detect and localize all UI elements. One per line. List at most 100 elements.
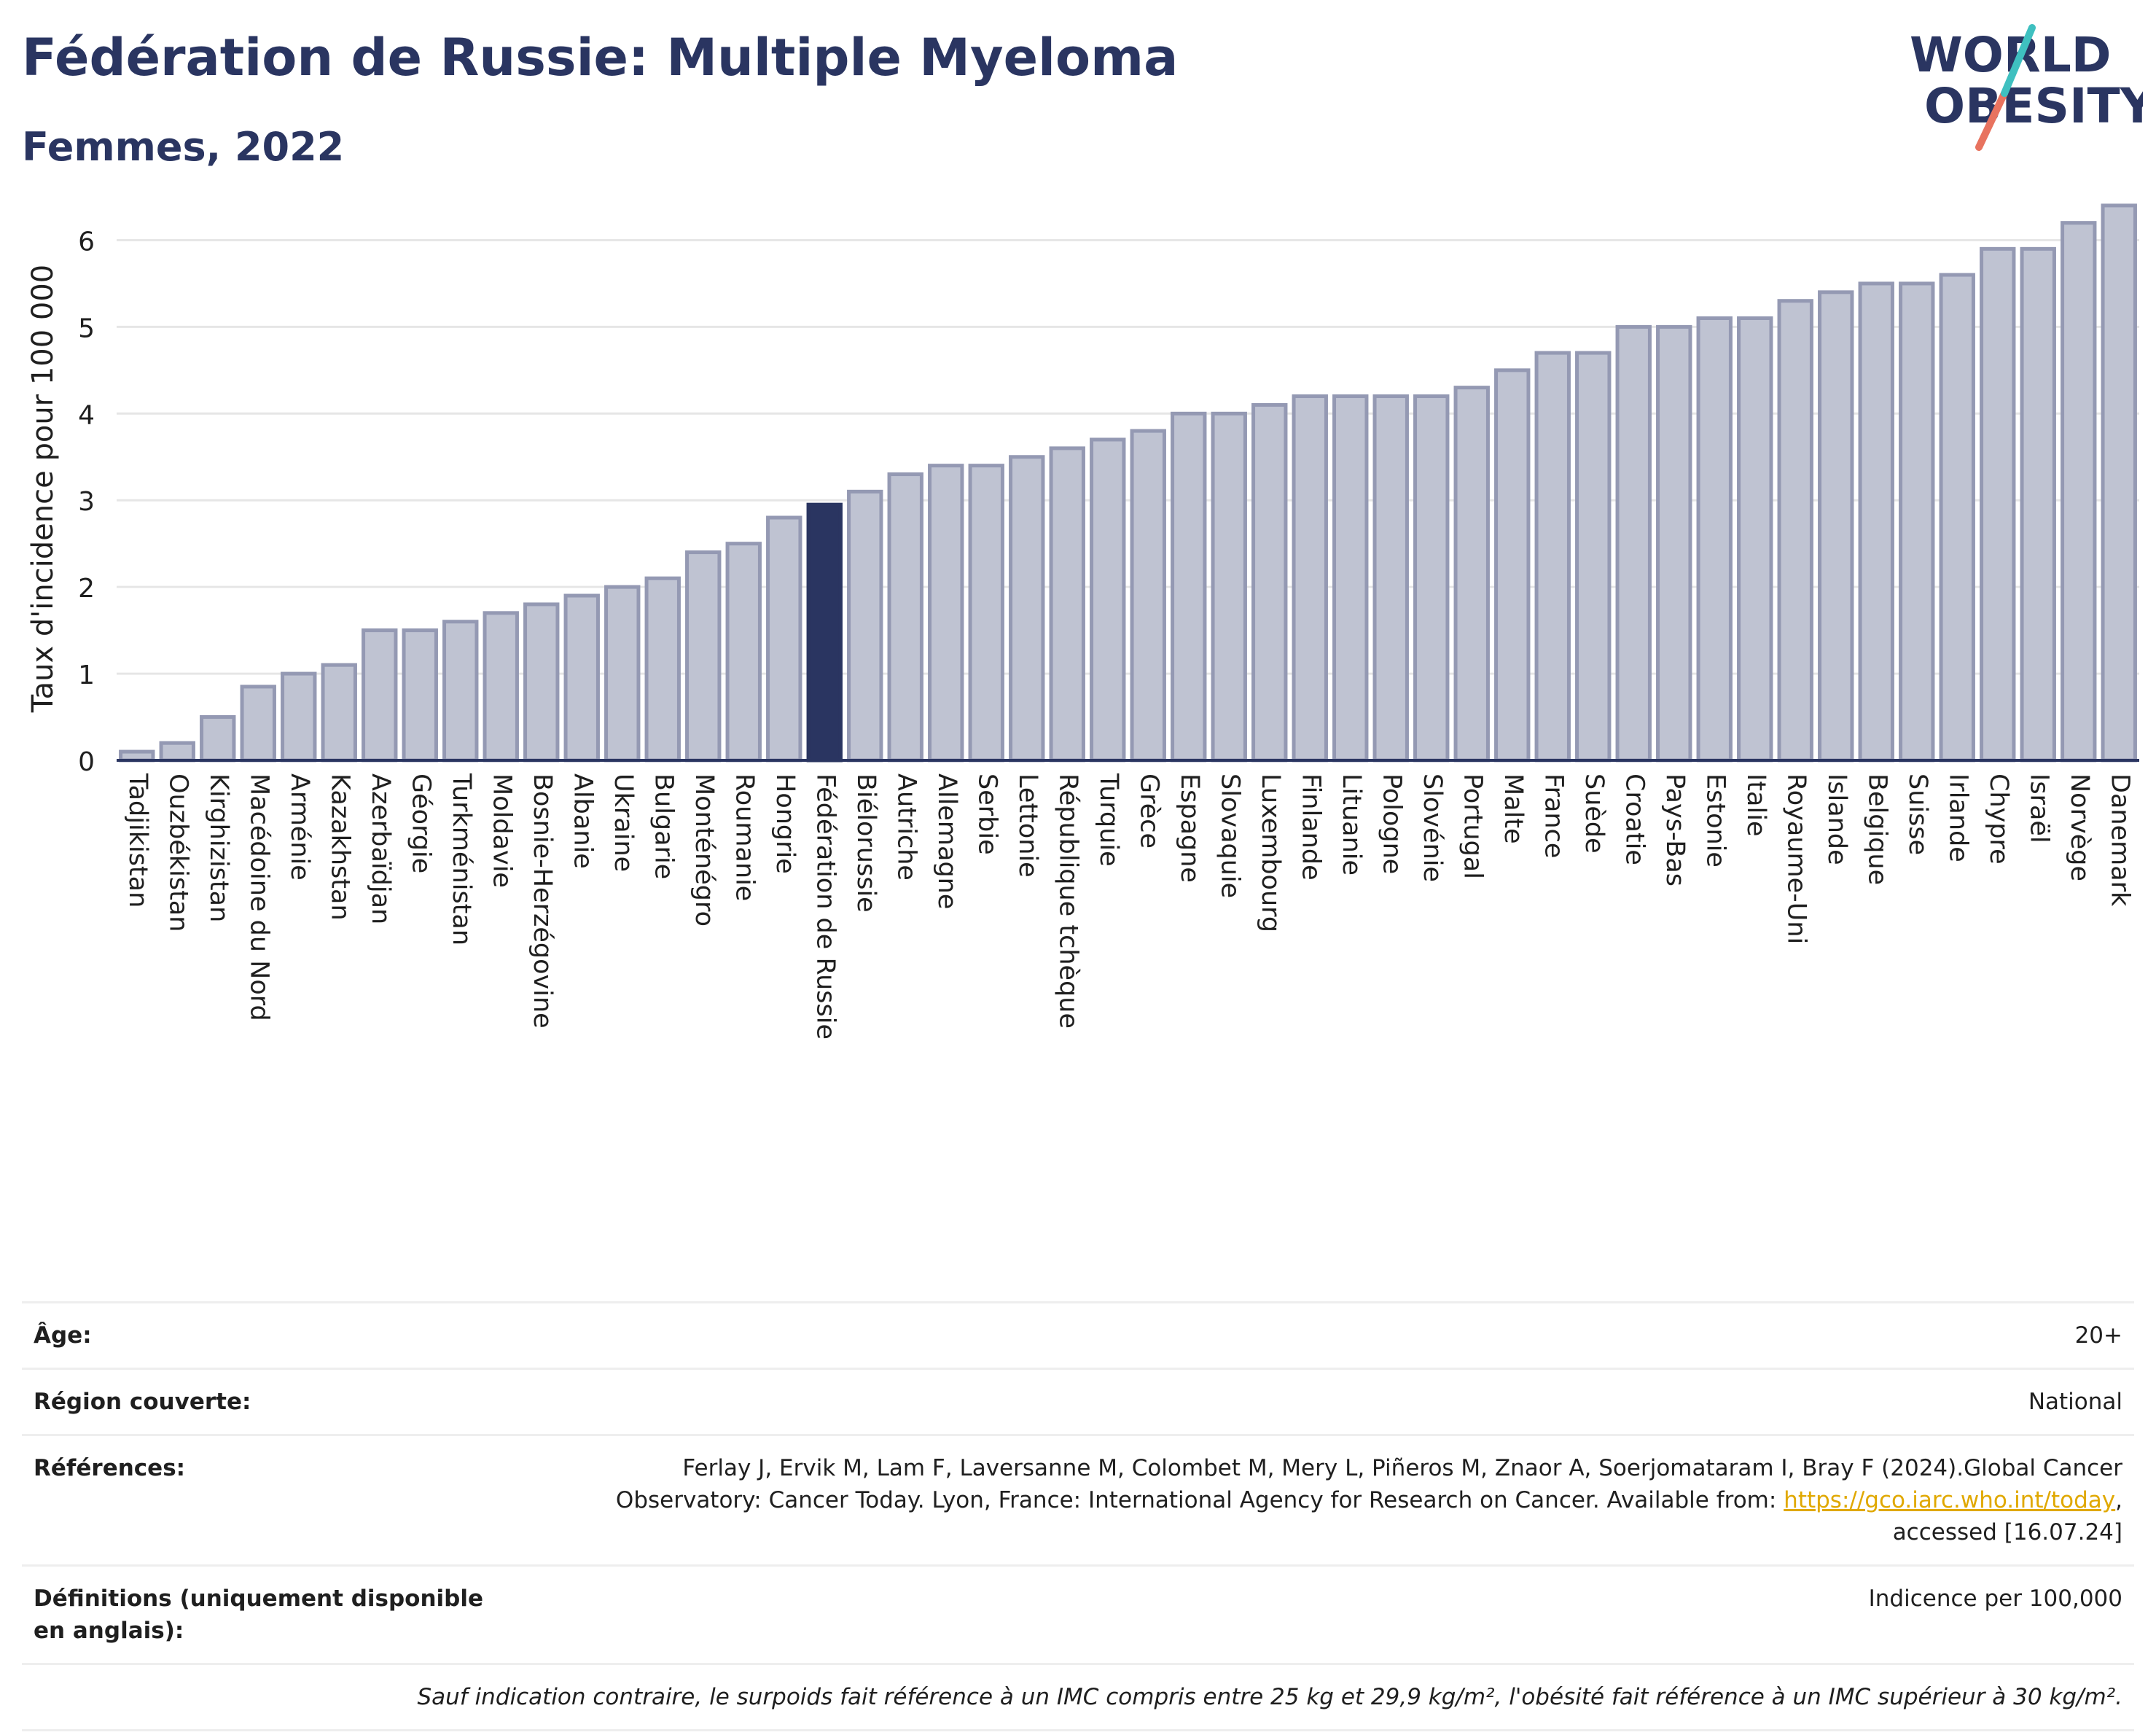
x-tick-label: Bulgarie [649, 773, 678, 879]
x-tick-label: Lituanie [1337, 773, 1366, 876]
x-tick-label: Monténégro [690, 773, 719, 927]
bar [1049, 446, 1085, 763]
y-tick-label: 1 [78, 660, 95, 690]
bar [2061, 221, 2097, 763]
bar [1130, 429, 1166, 763]
bar [644, 576, 681, 763]
x-tick-label: Kirghizistan [204, 773, 233, 922]
info-table: Âge: 20+ Région couverte: National Référ… [22, 1301, 2134, 1731]
x-tick-label: Albanie [568, 773, 597, 869]
bar [1899, 281, 1935, 763]
bar [1818, 290, 1854, 763]
bar [1332, 394, 1369, 763]
x-tick-label: Ukraine [609, 773, 638, 872]
bar [563, 593, 600, 763]
x-tick-label: Pologne [1377, 773, 1406, 874]
definitions-row: Définitions (uniquement disponible en an… [22, 1564, 2134, 1663]
bar [1372, 394, 1409, 763]
bar [321, 663, 357, 763]
x-tick-label: Autriche [891, 773, 921, 881]
x-tick-label: Pays-Bas [1660, 773, 1690, 886]
definitions-label: Définitions (uniquement disponible en an… [34, 1586, 484, 1644]
x-tick-label: Turkménistan [447, 773, 476, 946]
region-row: Région couverte: National [22, 1368, 2134, 1434]
bar [887, 472, 923, 763]
bar [1494, 368, 1531, 763]
age-row: Âge: 20+ [22, 1301, 2134, 1368]
bar [1696, 316, 1733, 763]
x-tick-label: Royaume-Uni [1781, 773, 1811, 944]
bar [928, 464, 964, 763]
y-tick-label: 4 [78, 400, 95, 430]
bar [1575, 351, 1612, 763]
bar [1009, 455, 1045, 763]
y-tick-label: 2 [78, 574, 95, 604]
bar [1939, 273, 1975, 763]
bar [159, 741, 195, 763]
x-tick-label: Suède [1579, 773, 1609, 854]
x-tick-label: Malte [1499, 773, 1528, 844]
x-tick-label: Chypre [1984, 773, 2013, 865]
bar [2020, 246, 2056, 763]
bar [1737, 316, 1773, 763]
x-tick-label: Danemark [2105, 773, 2134, 907]
y-tick-label: 6 [78, 227, 95, 257]
x-tick-label: Ouzbékistan [163, 773, 192, 932]
bar [281, 671, 317, 763]
bar [1858, 281, 1894, 763]
y-axis-label: Taux d'incidence pour 100 000 [26, 265, 60, 713]
x-tick-label: Croatie [1620, 773, 1649, 865]
x-tick-label: Tadjikistan [123, 773, 152, 908]
bar [200, 715, 236, 763]
age-value: 20+ [2074, 1322, 2122, 1349]
bar [402, 628, 438, 763]
reference-line-2: Observatory: Cancer Today. Lyon, France:… [615, 1487, 1784, 1513]
bar [725, 542, 762, 763]
x-tick-label: Slovaquie [1215, 773, 1244, 898]
x-tick-label: Moldavie [487, 773, 516, 888]
bar [1171, 411, 1207, 763]
bar [442, 620, 479, 763]
x-tick-label: Norvège [2065, 773, 2094, 881]
x-tick-label: Suisse [1903, 773, 1932, 855]
x-tick-label: Islande [1822, 773, 1851, 865]
x-tick-label: Belgique [1862, 773, 1891, 885]
bar [2101, 203, 2137, 763]
bar [1615, 324, 1652, 763]
x-tick-label: Géorgie [406, 773, 435, 873]
references-row: Références: Ferlay J, Ervik M, Lam F, La… [22, 1434, 2134, 1564]
x-tick-label: Roumanie [730, 773, 759, 901]
svg-text:OBESITY: OBESITY [1924, 78, 2143, 134]
x-tick-labels: Tadjikistan Ouzbékistan Kirghizistan Macédo… [123, 773, 2135, 1040]
x-tick-label: Estonie [1700, 773, 1730, 868]
x-tick-label: Slovénie [1418, 773, 1447, 882]
x-tick-label: Serbie [972, 773, 1001, 855]
bar [523, 602, 560, 763]
x-tick-label: Fédération de Russie [811, 773, 840, 1040]
x-tick-label: Italie [1741, 773, 1770, 836]
bar-chart: 0 1 2 3 4 5 6 Tadjikistan Ouzbékistan Kirghizist… [26, 203, 2139, 1040]
x-tick-label: Grèce [1134, 773, 1163, 849]
x-tick-label: Portugal [1458, 773, 1487, 879]
bar [766, 515, 802, 763]
bar [483, 611, 519, 763]
x-tick-label: Azerbaïdjan [366, 773, 395, 924]
bar [604, 585, 641, 763]
x-tick-label: République tchèque [1053, 773, 1082, 1029]
reference-line-1: Ferlay J, Ervik M, Lam F, Laversanne M, … [682, 1455, 2122, 1481]
reference-line-2-end: , [2115, 1487, 2122, 1513]
x-tick-label: Kazakhstan [325, 773, 354, 921]
x-tick-label: Biélorussie [851, 773, 880, 913]
reference-link[interactable]: https://gco.iarc.who.int/today [1784, 1487, 2116, 1513]
x-tick-label: France [1539, 773, 1568, 858]
x-tick-label: Finlande [1296, 773, 1325, 881]
bar [1090, 437, 1126, 763]
x-tick-label: Arménie [285, 773, 314, 881]
y-tick-label: 5 [78, 313, 95, 343]
x-tick-label: Macédoine du Nord [244, 773, 273, 1021]
bar [1534, 351, 1571, 763]
x-tick-label: Irlande [1943, 773, 1972, 862]
page-title: Fédération de Russie: Multiple Myeloma [22, 28, 1179, 87]
world-obesity-logo: WORLD OBESITY [1910, 24, 2143, 151]
reference-line-3: accessed [16.07.24] [1892, 1519, 2122, 1545]
